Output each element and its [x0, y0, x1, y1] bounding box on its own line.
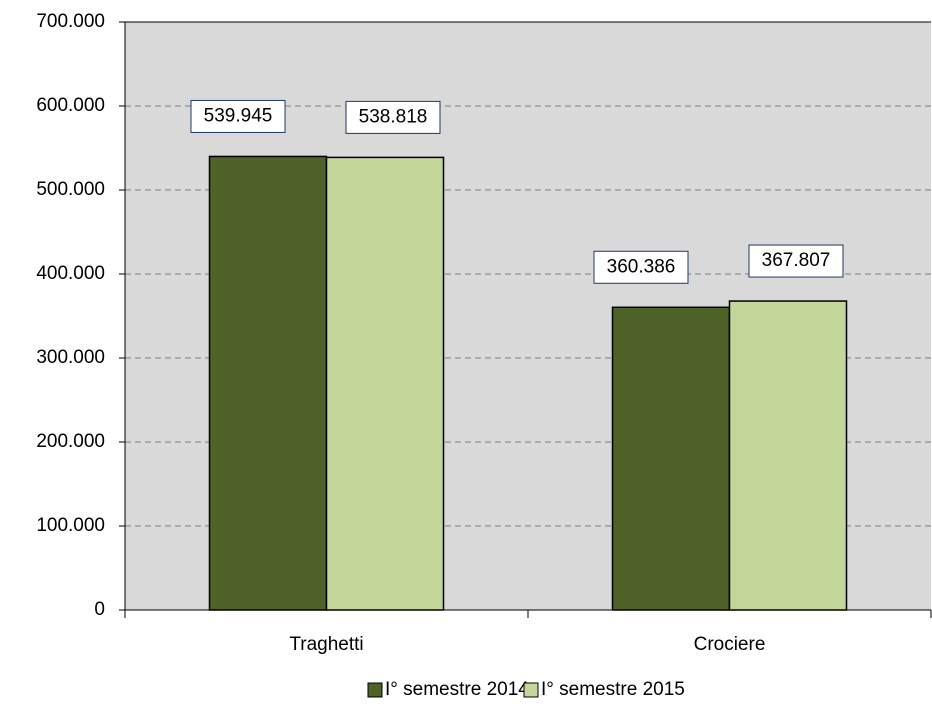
y-tick-label: 600.000: [36, 95, 105, 116]
y-tick-label: 400.000: [36, 263, 105, 284]
x-tick-label: Traghetti: [289, 634, 363, 655]
bar: [325, 156, 445, 611]
value-label-box: [345, 100, 441, 134]
value-label: 367.807: [762, 250, 831, 271]
value-label: 539.945: [204, 105, 273, 126]
legend-swatch: [523, 682, 539, 698]
y-tick-label: 300.000: [36, 347, 105, 368]
y-tick-label: 700.000: [36, 11, 105, 32]
legend-label: I° semestre 2014: [385, 679, 529, 700]
bar: [611, 306, 731, 611]
bar: [728, 300, 848, 611]
x-tick-label: Crociere: [694, 634, 766, 655]
bar: [208, 155, 328, 611]
y-tick-label: 100.000: [36, 515, 105, 536]
legend-swatch: [367, 682, 383, 698]
y-tick-label: 200.000: [36, 431, 105, 452]
value-label-box: [748, 244, 844, 278]
value-label: 360.386: [607, 256, 676, 277]
y-tick-label: 0: [94, 599, 105, 620]
value-label: 538.818: [359, 106, 428, 127]
value-label-box: [190, 99, 286, 133]
legend-label: I° semestre 2015: [541, 679, 685, 700]
y-tick-label: 500.000: [36, 179, 105, 200]
value-label-box: [593, 250, 689, 284]
